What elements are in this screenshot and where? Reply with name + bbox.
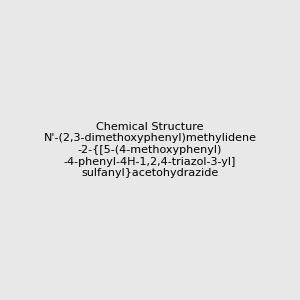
Text: Chemical Structure
N'-(2,3-dimethoxyphenyl)methylidene
-2-{[5-(4-methoxyphenyl)
: Chemical Structure N'-(2,3-dimethoxyphen…	[44, 122, 256, 178]
